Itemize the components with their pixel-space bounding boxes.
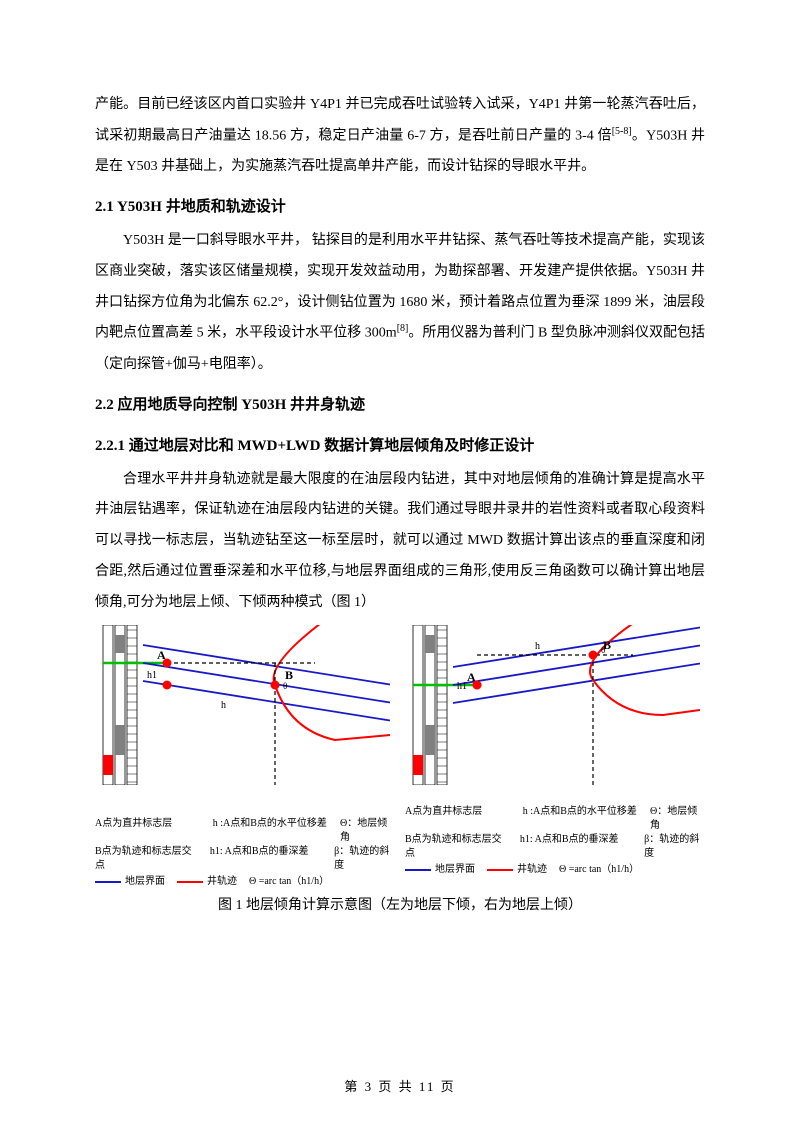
- legend-l2a: B点为轨迹和标志层交点: [95, 845, 198, 873]
- legend-l3b: 井轨迹: [207, 875, 237, 889]
- legend-r1a: A点为直井标志层: [405, 805, 511, 833]
- legend-left: A点为直井标志层 h :A点和B点的水平位移差 Θ：地层倾角 B点为轨迹和标志层…: [95, 817, 395, 889]
- heading-2-1: 2.1 Y503H 井地质和轨迹设计: [95, 191, 705, 224]
- svg-text:h: h: [221, 700, 226, 711]
- legend-l2c: β：轨迹的斜度: [334, 845, 395, 873]
- paragraph-3: 合理水平井井身轨迹就是最大限度的在油层段内钻进，其中对地层倾角的准确计算是提高水…: [95, 465, 705, 619]
- svg-text:θ: θ: [283, 681, 287, 691]
- legend-r2c: β：轨迹的斜度: [644, 833, 705, 861]
- legend-r2a: B点为轨迹和标志层交点: [405, 833, 508, 861]
- svg-text:A: A: [157, 648, 166, 662]
- legend-l2b: h1: A点和B点的垂深差: [210, 845, 322, 873]
- figure-1: A Bh h1 θ A点为直井标志层 h :A点和B点的水平位移差 Θ：地层倾角 B点…: [95, 625, 705, 890]
- legend-r1b: h :A点和B点的水平位移差: [523, 805, 638, 833]
- svg-text:h: h: [535, 641, 540, 652]
- svg-text:h1: h1: [147, 670, 157, 681]
- legend-r1c: Θ：地层倾角: [650, 805, 705, 833]
- legend-l3c: Θ =arc tan（h1/h）: [249, 875, 329, 889]
- heading-2-2-1: 2.2.1 通过地层对比和 MWD+LWD 数据计算地层倾角及时修正设计: [95, 430, 705, 463]
- citation-8: [8]: [397, 323, 409, 334]
- legend-l1c: Θ：地层倾角: [340, 817, 395, 845]
- legend-l1b: h :A点和B点的水平位移差: [213, 817, 328, 845]
- legend-r2b: h1: A点和B点的垂深差: [520, 833, 632, 861]
- legend-r3a: 地层界面: [435, 863, 475, 877]
- svg-text:B: B: [285, 668, 293, 682]
- legend-l1a: A点为直井标志层: [95, 817, 201, 845]
- svg-text:h1: h1: [457, 681, 467, 692]
- legend-r3b: 井轨迹: [517, 863, 547, 877]
- page-footer: 第 3 页 共 11 页: [0, 1073, 800, 1102]
- legend-l3a: 地层界面: [125, 875, 165, 889]
- figure-1-caption: 图 1 地层倾角计算示意图（左为地层下倾，右为地层上倾）: [95, 891, 705, 922]
- figure-1-right: ABhh1θ A点为直井标志层 h :A点和B点的水平位移差 Θ：地层倾角 B点…: [405, 625, 705, 890]
- citation-5-8: [5-8]: [612, 126, 632, 137]
- legend-right: A点为直井标志层 h :A点和B点的水平位移差 Θ：地层倾角 B点为轨迹和标志层…: [405, 805, 705, 877]
- figure-1-left: A Bh h1 θ A点为直井标志层 h :A点和B点的水平位移差 Θ：地层倾角 B点…: [95, 625, 395, 890]
- legend-r3c: Θ =arc tan（h1/h）: [559, 863, 639, 877]
- heading-2-2: 2.2 应用地质导向控制 Y503H 井井身轨迹: [95, 389, 705, 422]
- svg-text:θ: θ: [601, 645, 605, 655]
